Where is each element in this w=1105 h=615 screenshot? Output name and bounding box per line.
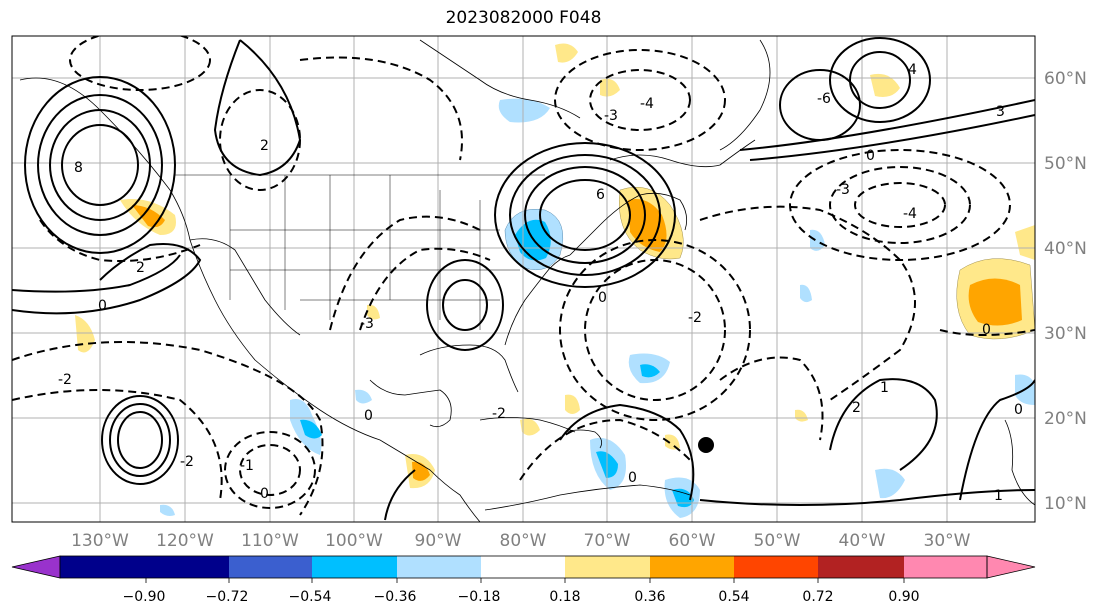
lon-label: 40°W [839, 531, 886, 551]
colorbar-segment [904, 556, 987, 578]
contour-label: -2 [688, 310, 702, 326]
location-marker [698, 437, 714, 453]
contour-label: -6 [817, 91, 831, 107]
colorbar-tick-label: 0.90 [888, 589, 919, 605]
lon-label: 110°W [241, 531, 299, 551]
colorbar-segment [565, 556, 650, 578]
lon-label: 50°W [754, 531, 801, 551]
lat-label: 20°N [1044, 409, 1087, 429]
contour-label: 8 [74, 160, 83, 176]
colorbar-segment [734, 556, 818, 578]
contour-label: 2 [136, 260, 145, 276]
colorbar-segment [229, 556, 312, 578]
colorbar-tick-label: 0.72 [802, 589, 833, 605]
colorbar-segment [397, 556, 481, 578]
colorbar-segment [481, 556, 565, 578]
lon-label: 80°W [500, 531, 547, 551]
colorbar-tick-label: −0.36 [374, 589, 417, 605]
contour-label: 2 [852, 400, 861, 416]
contour-label: -1 [240, 458, 254, 474]
lat-label: 40°N [1044, 239, 1087, 259]
colorbar-tick-label: 0.54 [718, 589, 749, 605]
colorbar: −0.90 −0.72 −0.54 −0.36 −0.18 0.18 0.36 … [12, 556, 1035, 605]
colorbar-tick-label: 0.36 [634, 589, 665, 605]
contour-label: 1 [880, 380, 889, 396]
lat-label: 30°N [1044, 324, 1087, 344]
contour-label: 0 [598, 290, 607, 306]
contour-label: -4 [640, 96, 654, 112]
contour-label: -4 [903, 206, 917, 222]
lon-label: 120°W [156, 531, 214, 551]
lat-label: 60°N [1044, 69, 1087, 89]
lat-label: 10°N [1044, 494, 1087, 514]
contour-label: 0 [982, 322, 991, 338]
colorbar-segment [650, 556, 734, 578]
contour-label: 6 [596, 187, 605, 203]
colorbar-segment [60, 556, 146, 578]
contour-label: 4 [908, 62, 917, 78]
colorbar-segment [312, 556, 397, 578]
colorbar-tick-label: −0.54 [289, 589, 332, 605]
contour-label: -3 [604, 108, 618, 124]
contour-label: 0 [98, 298, 107, 314]
contour-label: -3 [836, 182, 850, 198]
colorbar-extend-low [12, 556, 60, 578]
contour-label: 2 [260, 138, 269, 154]
colorbar-ticks [146, 578, 904, 583]
contour-label: -2 [492, 406, 506, 422]
lat-label: 50°N [1044, 154, 1087, 174]
contour-label: 3 [996, 104, 1005, 120]
contour-label: 1 [994, 488, 1003, 504]
contour-label: -2 [180, 454, 194, 470]
contour-label: 0 [364, 408, 373, 424]
colorbar-segment [146, 556, 229, 578]
contour-label: -3 [360, 316, 374, 332]
latitude-labels: 60°N 50°N 40°N 30°N 20°N 10°N [1044, 69, 1087, 514]
colorbar-tick-label: −0.90 [123, 589, 166, 605]
contour-label: 0 [628, 470, 637, 486]
lon-label: 100°W [325, 531, 383, 551]
colorbar-segment [818, 556, 904, 578]
lon-label: 30°W [924, 531, 971, 551]
lon-label: 70°W [584, 531, 631, 551]
longitude-labels: 130°W 120°W 110°W 100°W 90°W 80°W 70°W 6… [71, 531, 971, 551]
contour-label: 0 [866, 148, 875, 164]
contour-label: 0 [260, 486, 269, 502]
contour-label: 0 [1014, 402, 1023, 418]
colorbar-extend-high [987, 556, 1035, 578]
colorbar-tick-label: −0.72 [206, 589, 249, 605]
contour-label: -2 [58, 372, 72, 388]
colorbar-tick-label: 0.18 [549, 589, 580, 605]
lon-label: 90°W [415, 531, 462, 551]
colorbar-tick-label: −0.18 [458, 589, 501, 605]
lon-label: 60°W [669, 531, 716, 551]
lon-label: 130°W [71, 531, 129, 551]
